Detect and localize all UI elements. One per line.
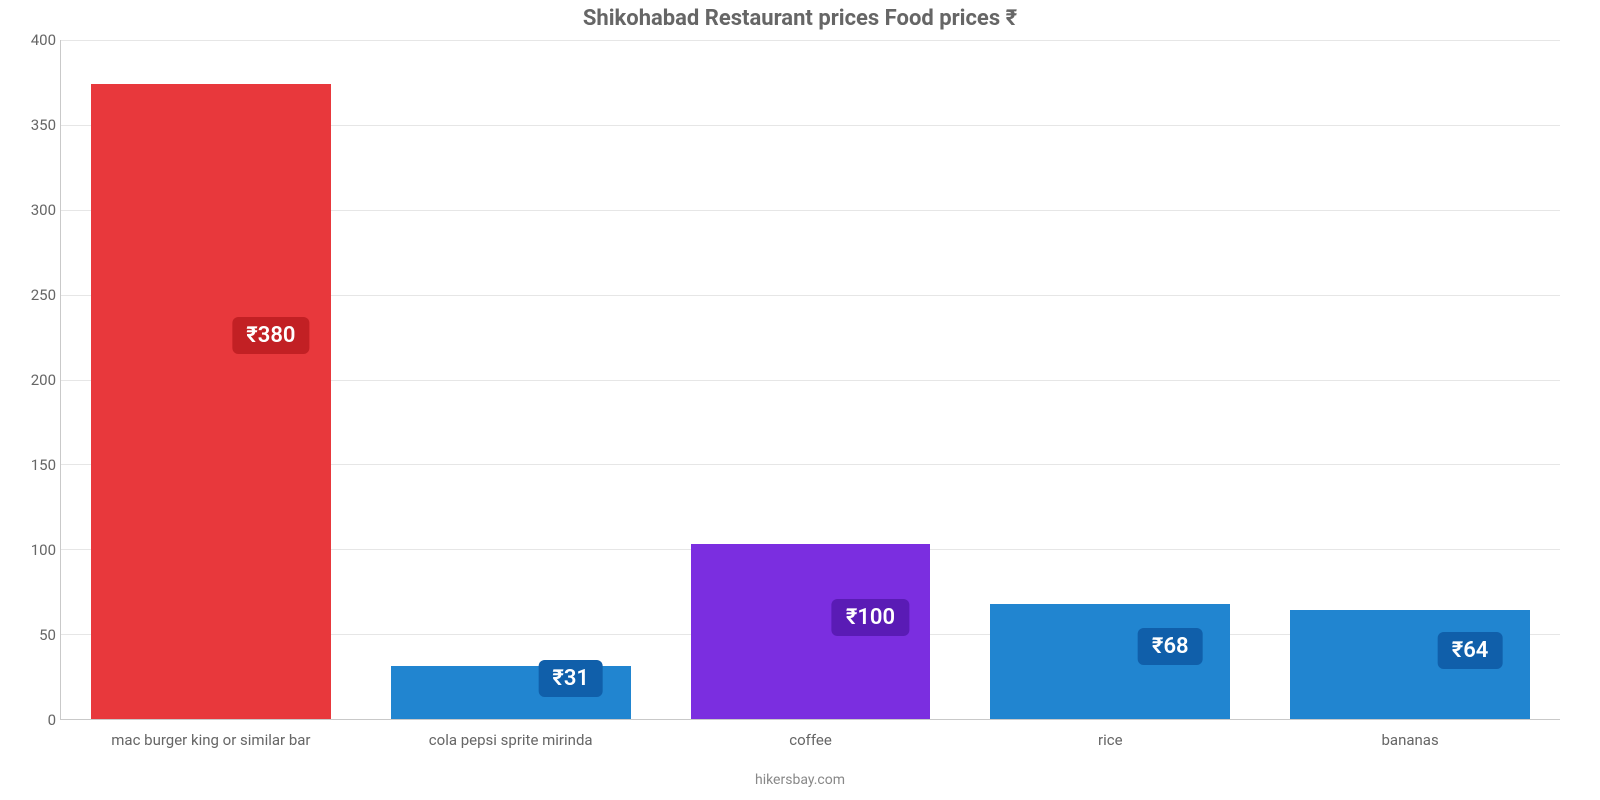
y-tick-label: 250 [8, 286, 56, 304]
bar-value-label: ₹68 [1138, 628, 1203, 665]
y-tick-label: 400 [8, 31, 56, 49]
bar [91, 84, 331, 719]
bars-layer: ₹380 ₹31 ₹100 ₹68 ₹64 [61, 40, 1560, 719]
bar-value-label: ₹100 [832, 599, 909, 636]
x-tick-label: coffee [789, 731, 832, 749]
y-tick-label: 50 [8, 626, 56, 644]
y-axis: 050100150200250300350400 [8, 40, 56, 720]
y-tick-label: 100 [8, 541, 56, 559]
y-tick-label: 300 [8, 201, 56, 219]
y-tick-label: 0 [8, 711, 56, 729]
y-tick-label: 150 [8, 456, 56, 474]
plot-area: ₹380₹31₹100₹68₹64 mac burger king or sim… [60, 40, 1560, 720]
bar-value-label: ₹64 [1438, 632, 1503, 669]
x-tick-label: bananas [1381, 731, 1438, 749]
x-tick-label: rice [1098, 731, 1123, 749]
chart-area: 050100150200250300350400 ₹380₹31₹100₹68₹… [60, 40, 1560, 720]
source-attribution: hikersbay.com [0, 772, 1600, 788]
x-axis: mac burger king or similar bar cola pepsi… [61, 719, 1560, 759]
bar-value-label: ₹380 [232, 317, 309, 354]
x-tick-label: cola pepsi sprite mirinda [429, 731, 593, 749]
bar-value-label: ₹31 [538, 660, 603, 697]
chart-title: Shikohabad Restaurant prices Food prices… [0, 0, 1600, 31]
x-tick-label: mac burger king or similar bar [111, 731, 310, 749]
y-tick-label: 350 [8, 116, 56, 134]
y-tick-label: 200 [8, 371, 56, 389]
